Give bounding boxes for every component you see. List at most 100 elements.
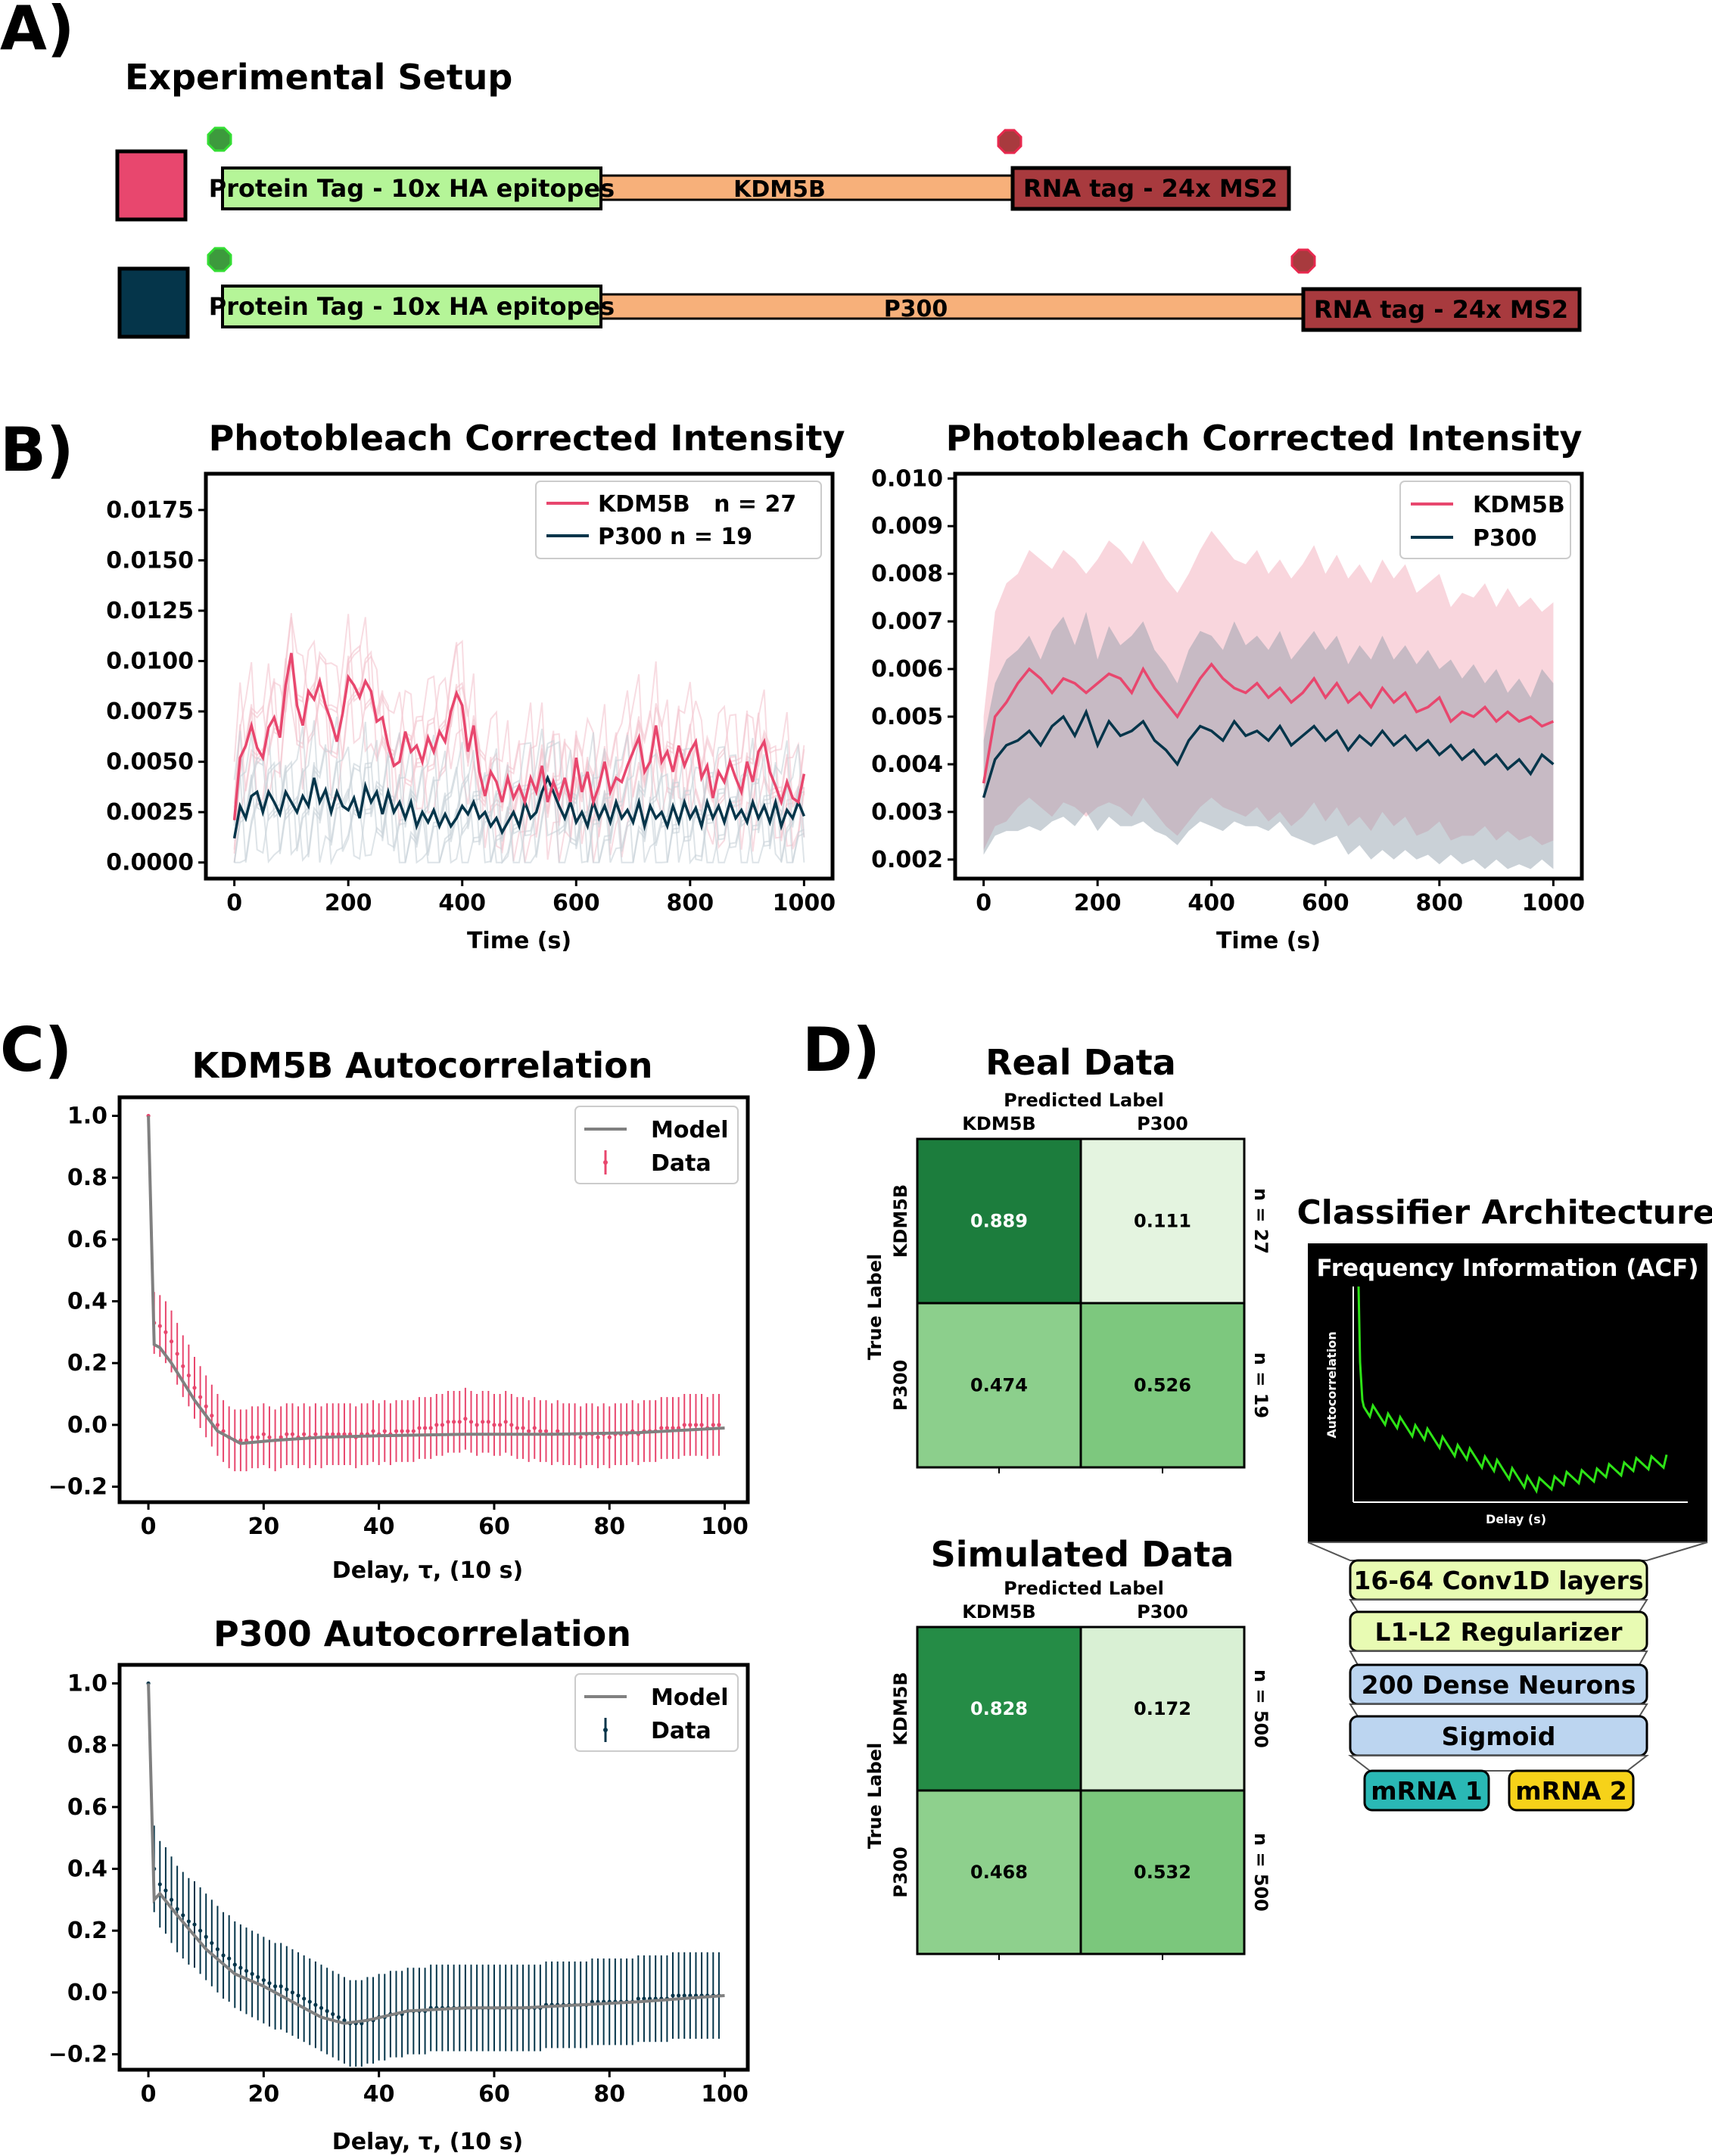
acf-x-label: Delay (s) xyxy=(1486,1512,1546,1526)
data-point xyxy=(406,1429,410,1433)
data-point xyxy=(556,1429,560,1433)
y-tick-label: 0.004 xyxy=(871,751,943,778)
y-tick-label: 0.0125 xyxy=(106,598,194,624)
legend-label-kdm5b: KDM5B xyxy=(1473,492,1565,518)
plot-area xyxy=(982,530,1555,870)
y-tick-label: −0.2 xyxy=(48,2042,107,2068)
data-point xyxy=(192,1922,197,1927)
data-point xyxy=(181,1913,185,1918)
gene-bar-p300 xyxy=(599,293,1306,320)
model-line xyxy=(147,1115,725,1445)
heatmap-cell xyxy=(916,1302,1082,1469)
legend-label-model: Model xyxy=(651,1685,729,1711)
y-tick-label: 1.0 xyxy=(67,1671,107,1697)
data-point xyxy=(636,1996,640,2001)
legend: Model Data xyxy=(574,1673,739,1752)
x-tick-label: 60 xyxy=(478,1514,510,1540)
data-point xyxy=(596,1435,600,1439)
x-tick-label: 1000 xyxy=(1522,890,1586,916)
x-tick-label: 20 xyxy=(247,1514,279,1540)
x-axis-label: Time (s) xyxy=(1216,928,1321,954)
plot-frame xyxy=(953,471,1584,881)
acf-y-label: Autocorrelation xyxy=(1324,1331,1339,1438)
data-point xyxy=(336,2014,341,2020)
chart-c-bottom: P300 Autocorrelation 0 20 40 60 80 100 −0.2 0.0… xyxy=(48,1613,750,2155)
architecture-title: Classifier Architecture xyxy=(1296,1193,1712,1232)
heatmap-grid: 0.828 0.172 0.468 0.532 KDM5B P300 KDM5B n = 50… xyxy=(890,1601,1272,1960)
chart-title: P300 Autocorrelation xyxy=(213,1613,631,1654)
legend-label-data: Data xyxy=(651,1718,711,1744)
y-tick-label: 0.2 xyxy=(67,1350,107,1377)
data-point xyxy=(256,1974,260,1980)
cell-value: 0.468 xyxy=(970,1862,1028,1883)
y-tick-label: 0.0025 xyxy=(106,799,194,826)
y-tick-label: 0.0150 xyxy=(106,547,194,574)
data-point xyxy=(169,1339,174,1344)
cell-value: 0.889 xyxy=(970,1211,1028,1232)
data-point xyxy=(682,1423,686,1427)
data-point xyxy=(607,1435,612,1439)
data-point xyxy=(457,1420,462,1424)
data-point xyxy=(175,1907,179,1912)
legend-label-p300: P300 xyxy=(1473,525,1537,552)
row-annotation: n = 27 xyxy=(1250,1188,1272,1254)
y-tick-label: 0.2 xyxy=(67,1918,107,1944)
y-tick-label: 0.006 xyxy=(871,656,943,683)
chart-title: Simulated Data xyxy=(931,1534,1234,1575)
protein-tag-kdm5b xyxy=(221,166,602,210)
data-point xyxy=(642,1996,646,2001)
data-point xyxy=(452,1420,456,1424)
data-point xyxy=(290,1990,295,1995)
data-point xyxy=(481,1420,485,1424)
data-point xyxy=(336,1432,341,1436)
acf-curve xyxy=(1357,1286,1668,1495)
heatmap-cell xyxy=(1079,1789,1246,1955)
x-axis-label: Predicted Label xyxy=(1004,1578,1164,1599)
y-category-label: KDM5B xyxy=(890,1672,911,1745)
data-point xyxy=(256,1435,260,1439)
chart-title: KDM5B Autocorrelation xyxy=(192,1045,653,1086)
rna-tag-kdm5b xyxy=(1010,166,1291,211)
data-point xyxy=(325,2008,329,2014)
data-point xyxy=(204,1404,208,1408)
plot-area xyxy=(146,1681,725,2067)
axis-ticks: 0 200 400 600 800 1000 0.0000 0.0025 0.0050 0.007… xyxy=(106,497,836,916)
x-tick-label: 200 xyxy=(1074,890,1122,916)
data-point xyxy=(267,1435,272,1439)
chart-d-sim: Simulated Data Predicted Label 0.828 0.17… xyxy=(864,1534,1272,1960)
output-mrna-1 xyxy=(1363,1769,1490,1812)
plot-frame xyxy=(204,471,835,881)
legend-label-p300: P300 n = 19 xyxy=(598,524,752,550)
data-point xyxy=(175,1352,179,1356)
legend-swatch-data-marker xyxy=(603,1728,608,1732)
x-tick-label: 1000 xyxy=(773,890,836,916)
protein-tag-label-kdm5b: Protein Tag - 10x HA epitopes xyxy=(209,174,615,203)
x-axis-label: Time (s) xyxy=(467,928,571,954)
plot-area xyxy=(232,652,806,839)
legend: KDM5B P300 xyxy=(1399,481,1571,559)
data-point xyxy=(671,1426,675,1430)
funnel-connector xyxy=(1307,1542,1708,1561)
chart-b-left: Photobleach Corrected Intensity 0 200 400 6… xyxy=(106,418,845,954)
x-tick-label: 600 xyxy=(1302,890,1349,916)
x-tick-label: 400 xyxy=(1188,890,1235,916)
funnel-connector xyxy=(1349,1599,1648,1613)
y-tick-label: 0.009 xyxy=(871,513,943,540)
data-point xyxy=(302,1432,307,1436)
data-point xyxy=(515,1426,520,1430)
plot-area xyxy=(146,1113,725,1472)
y-tick-label: 0.005 xyxy=(871,704,943,730)
series-line xyxy=(232,774,806,839)
y-tick-label: 0.0100 xyxy=(106,649,194,675)
cell-value: 0.532 xyxy=(1134,1862,1191,1883)
data-point xyxy=(659,1426,664,1430)
data-point xyxy=(417,1426,422,1430)
protein-tag-label-p300: Protein Tag - 10x HA epitopes xyxy=(209,292,615,321)
legend: KDM5B n = 27 P300 n = 19 xyxy=(535,481,822,559)
stop-codon-icon xyxy=(997,129,1023,154)
y-axis-label: True Label xyxy=(864,1254,886,1360)
funnel-connector xyxy=(1348,1755,1649,1772)
data-point xyxy=(313,1432,318,1436)
data-point xyxy=(543,1429,549,1433)
data-point xyxy=(215,1947,220,1952)
